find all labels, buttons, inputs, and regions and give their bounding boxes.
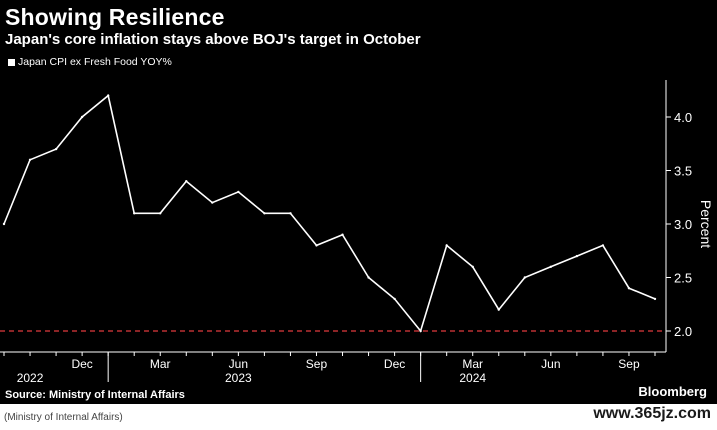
year-label: 2023 xyxy=(225,371,252,385)
y-tick-label: 4.0 xyxy=(674,110,692,125)
data-point xyxy=(80,115,84,119)
data-point xyxy=(575,254,579,258)
x-tick-label: Dec xyxy=(71,357,92,371)
x-tick-label: Jun xyxy=(229,357,248,371)
x-tick-label: Sep xyxy=(306,357,328,371)
data-point xyxy=(523,276,526,279)
y-tick-label: 2.5 xyxy=(674,271,692,286)
legend: Japan CPI ex Fresh Food YOY% xyxy=(8,56,172,68)
data-point xyxy=(133,212,136,215)
y-tick-label: 3.0 xyxy=(674,217,692,232)
data-point xyxy=(497,308,500,311)
x-tick-label: Sep xyxy=(618,357,640,371)
bloomberg-logo: Bloomberg xyxy=(638,384,707,399)
data-point xyxy=(211,201,214,204)
chart-title: Showing Resilience xyxy=(5,4,225,30)
data-point xyxy=(289,212,292,215)
y-tick-label: 3.5 xyxy=(674,164,692,179)
legend-label: Japan CPI ex Fresh Food YOY% xyxy=(18,56,172,68)
data-point xyxy=(237,190,240,194)
data-point xyxy=(315,244,318,247)
data-point xyxy=(393,297,396,301)
cpi-series-line xyxy=(3,94,656,333)
y-tick-label: 2.0 xyxy=(674,324,692,339)
caption-note: (Ministry of Internal Affairs) xyxy=(4,412,123,423)
data-point xyxy=(367,276,370,279)
data-point xyxy=(2,222,6,226)
x-tick-label: Mar xyxy=(150,357,171,371)
data-point xyxy=(106,94,110,97)
chart-panel xyxy=(0,0,717,404)
chart-subtitle: Japan's core inflation stays above BOJ's… xyxy=(5,31,421,48)
data-point xyxy=(471,265,474,268)
data-point xyxy=(341,233,344,236)
x-tick-label: Mar xyxy=(462,357,483,371)
data-point xyxy=(627,287,631,290)
data-point xyxy=(419,329,422,333)
x-tick-label: Jun xyxy=(541,357,560,371)
x-tick-label: Dec xyxy=(384,357,405,371)
year-label: 2022 xyxy=(17,371,44,385)
data-point xyxy=(185,180,188,183)
data-point xyxy=(159,212,162,215)
data-point xyxy=(445,244,448,247)
y-axis-title: Percent xyxy=(698,200,714,248)
data-point xyxy=(601,244,605,247)
data-point xyxy=(263,212,266,215)
data-point xyxy=(653,297,657,301)
site-watermark: www.365jz.com xyxy=(593,405,711,422)
data-point xyxy=(549,265,553,268)
legend-swatch xyxy=(8,58,15,66)
line-chart: 4.0 3.5 3.0 2.5 2.0 Percent Dec Mar Jun Sep Dec Mar… xyxy=(0,80,714,385)
data-point xyxy=(28,158,32,161)
data-point xyxy=(54,147,58,151)
source-note: Source: Ministry of Internal Affairs xyxy=(5,389,185,401)
year-label: 2024 xyxy=(459,371,486,385)
